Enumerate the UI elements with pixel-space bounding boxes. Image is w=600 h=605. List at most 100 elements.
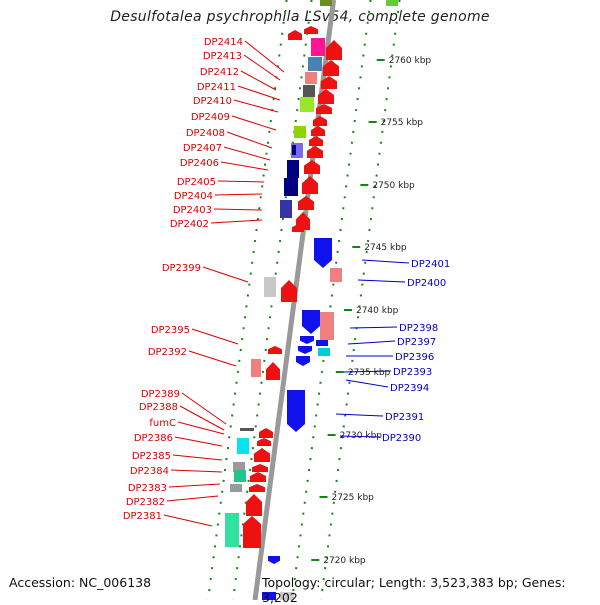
- gene-label-left: DP2409: [191, 112, 230, 123]
- cds-block: [316, 340, 328, 346]
- gene-label-left: DP2408: [186, 128, 225, 139]
- gene-label-right: DP2396: [395, 352, 434, 363]
- gene-label-left: DP2382: [126, 497, 165, 508]
- gene-labels: DP2414 DP2413 DP2412 DP2411 DP2410 DP2409 DP24…: [123, 37, 450, 527]
- label-leader: [226, 131, 273, 149]
- label-leader: [243, 54, 281, 81]
- gene-label-right: DP2393: [393, 367, 432, 378]
- gene-label-left: DP2413: [203, 51, 242, 62]
- gene-segment: [292, 145, 296, 155]
- label-leader: [220, 161, 269, 171]
- gene-arrow: [313, 116, 327, 126]
- tick-label: 2760 kbp: [389, 56, 432, 66]
- gene-label-left: DP2392: [148, 347, 187, 358]
- cds-block: [234, 470, 246, 482]
- gene-label-left: DP2386: [134, 433, 173, 444]
- gene-arrow: [326, 40, 342, 60]
- gene-label-left: DP2388: [139, 402, 178, 413]
- label-leader: [172, 454, 223, 461]
- label-leader: [179, 405, 225, 431]
- gene-arrow: [243, 516, 261, 548]
- cds-block: [280, 200, 292, 218]
- gene-arrow: [249, 484, 265, 492]
- tick-label: 2740 kbp: [356, 306, 399, 316]
- cds-block: [330, 268, 342, 282]
- cds-block: [284, 178, 298, 196]
- cds-block: [264, 277, 276, 297]
- gene-label-left: DP2383: [128, 483, 167, 494]
- cds-block: [303, 85, 315, 97]
- gene-label-left: DP2414: [204, 37, 243, 48]
- label-leader: [240, 70, 277, 91]
- label-leader: [231, 115, 277, 131]
- gene-arrow: [316, 104, 332, 114]
- gene-label-left: DP2402: [170, 219, 209, 230]
- cds-block: [294, 126, 306, 138]
- gene-label-left: DP2406: [180, 158, 219, 169]
- cds-block: [318, 348, 330, 356]
- label-leader: [191, 328, 239, 345]
- gene-label-left: DP2385: [132, 451, 171, 462]
- gene-arrow: [318, 89, 334, 104]
- gene-arrow: [268, 346, 282, 354]
- gene-label-left: DP2404: [174, 191, 213, 202]
- gene-arrow: [257, 438, 271, 446]
- label-leader: [223, 146, 271, 161]
- gene-segment: [386, 0, 398, 6]
- gene-arrow: [262, 592, 276, 600]
- tick-label: 2745 kbp: [364, 243, 407, 253]
- label-leader: [339, 435, 381, 438]
- label-leader: [335, 413, 384, 417]
- gene-label-left: DP2384: [130, 466, 169, 477]
- gene-label-right: DP2401: [411, 259, 450, 270]
- gene-label-left: DP2403: [173, 205, 212, 216]
- label-leader: [210, 219, 263, 224]
- label-leader: [214, 193, 263, 196]
- gene-arrow: [304, 160, 320, 174]
- cds-block: [305, 72, 317, 84]
- label-leader: [181, 392, 227, 425]
- gene-arrow: [307, 146, 323, 158]
- ring-guide-1: [232, 0, 313, 600]
- gene-arrow: [323, 60, 339, 76]
- kbp-ticks: 2760 kbp 2755 kbp 2750 kbp 2745 kbp 2740 kbp…: [311, 56, 431, 566]
- cds-block: [225, 513, 239, 547]
- cds-block: [237, 438, 249, 454]
- gene-label-right: DP2397: [397, 337, 436, 348]
- gene-arrow: [302, 310, 320, 334]
- gene-arrow: [246, 494, 262, 516]
- gene-label-right: DP2391: [385, 412, 424, 423]
- label-leader: [213, 208, 263, 211]
- label-leader: [237, 85, 281, 101]
- cds-block: [320, 312, 334, 340]
- ring-guide-0: [207, 0, 288, 600]
- gene-arrow: [288, 30, 302, 40]
- label-leader: [349, 326, 398, 329]
- label-leader: [357, 279, 406, 283]
- map-title: Desulfotalea psychrophila LSv54, complet…: [110, 9, 490, 25]
- label-leader: [163, 514, 213, 527]
- gene-segment: [240, 428, 254, 431]
- gene-arrow: [298, 196, 314, 210]
- label-leader: [244, 40, 285, 73]
- gene-arrow: [292, 224, 304, 232]
- gene-label-left: DP2407: [183, 143, 222, 154]
- cds-block: [287, 160, 299, 178]
- label-leader: [174, 436, 223, 447]
- gene-label-left: DP2395: [151, 325, 190, 336]
- label-leader: [188, 350, 237, 367]
- gene-label-left: DP2381: [123, 511, 162, 522]
- gene-label-right: DP2400: [407, 278, 446, 289]
- gene-arrow: [302, 176, 318, 194]
- gene-arrow: [304, 26, 318, 34]
- ring-guide-3: [320, 0, 401, 600]
- label-leader: [347, 340, 396, 345]
- tick-label: 2725 kbp: [331, 493, 374, 503]
- label-leader: [361, 259, 410, 264]
- label-leader: [233, 99, 279, 113]
- cds-block: [311, 38, 325, 56]
- tick-label: 2755 kbp: [381, 118, 424, 128]
- label-leader: [217, 180, 265, 183]
- ring-guides: [207, 0, 401, 600]
- gene-label-left: fumC: [149, 418, 176, 429]
